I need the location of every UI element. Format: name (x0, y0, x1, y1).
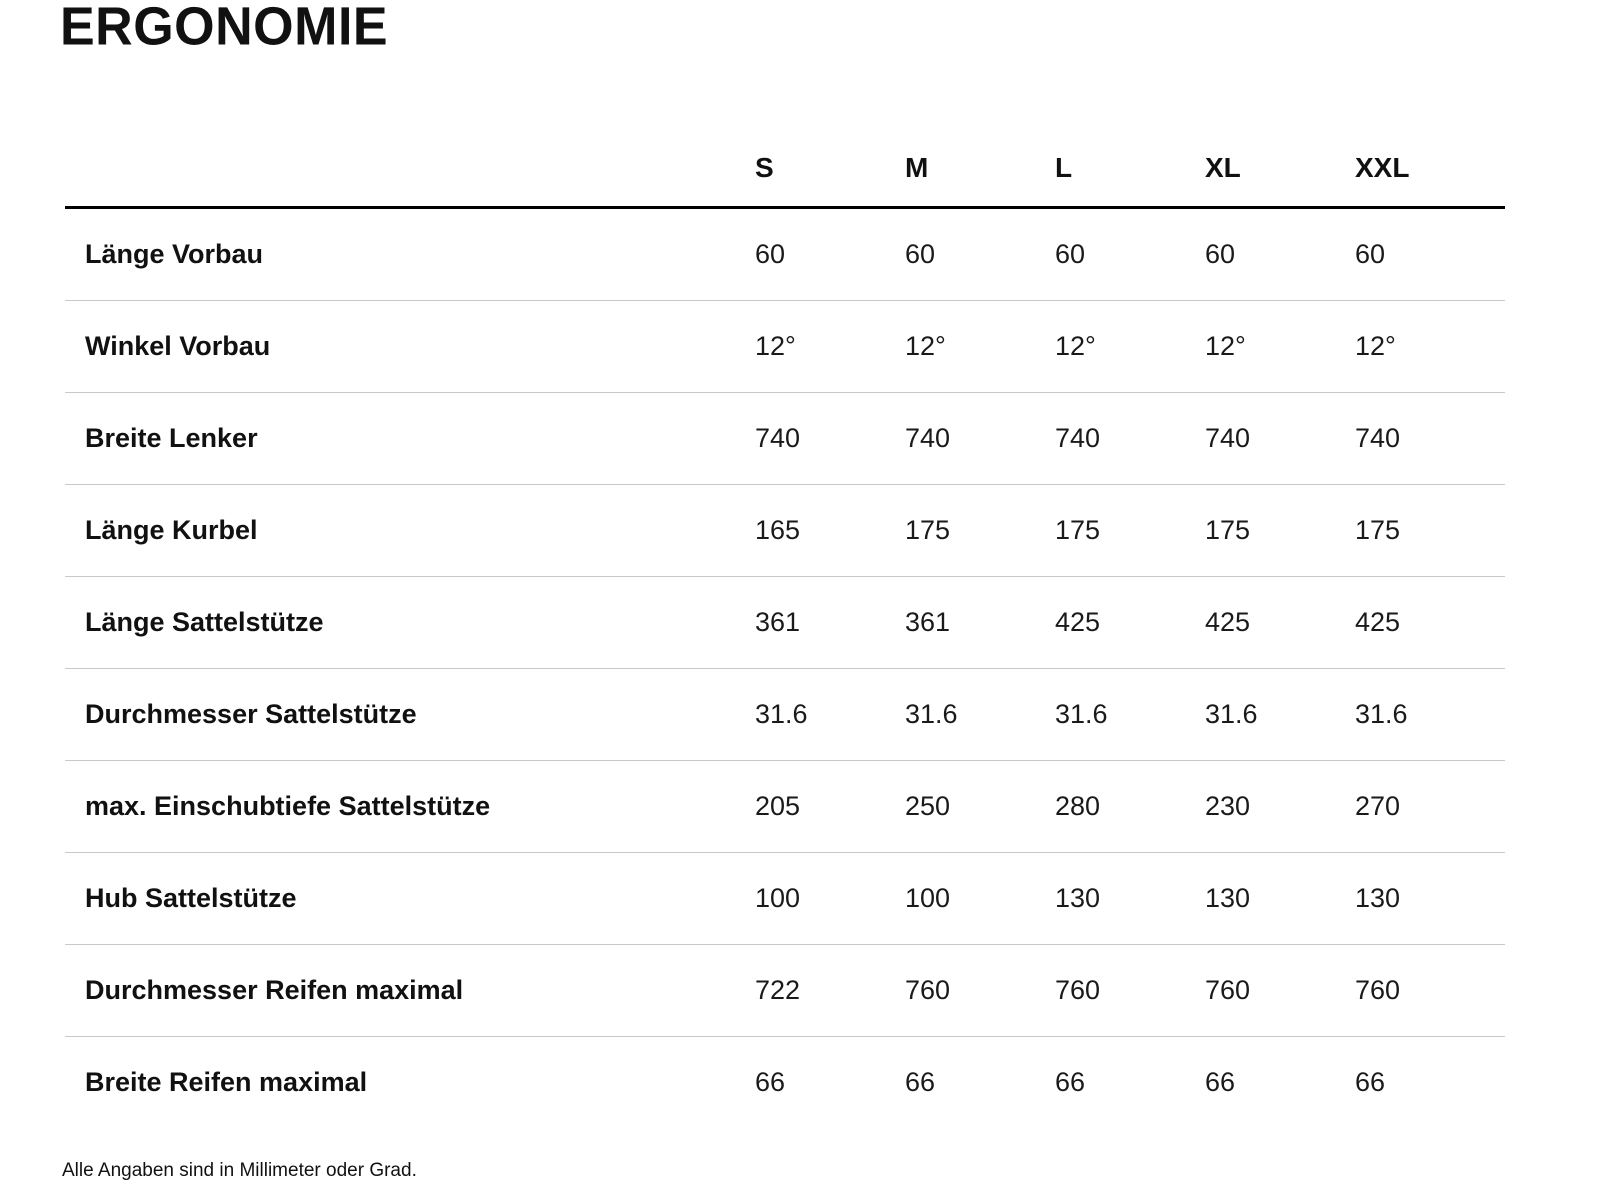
cell-value: 60 (1055, 239, 1086, 269)
cell-value: 175 (905, 515, 951, 545)
table-row: Breite Lenker 740 740 740 740 740 (65, 393, 1505, 485)
page-title: ERGONOMIE (60, 0, 389, 58)
cell-value: 66 (1355, 1067, 1386, 1097)
cell-value: 175 (1205, 515, 1251, 545)
cell-value: 130 (1205, 883, 1251, 913)
cell-value: 12° (905, 331, 946, 361)
cell-value: 740 (1355, 423, 1401, 453)
cell-value: 740 (1055, 423, 1101, 453)
row-label: Durchmesser Sattelstütze (85, 699, 417, 729)
cell-value: 66 (905, 1067, 936, 1097)
table-header-row: S M L XL XXL (65, 130, 1505, 209)
cell-value: 760 (1055, 975, 1101, 1005)
units-footnote: Alle Angaben sind in Millimeter oder Gra… (62, 1160, 417, 1181)
cell-value: 60 (755, 239, 786, 269)
cell-value: 740 (1205, 423, 1251, 453)
row-label: Länge Vorbau (85, 239, 264, 269)
cell-value: 31.6 (755, 699, 808, 729)
cell-value: 60 (905, 239, 936, 269)
cell-value: 31.6 (905, 699, 958, 729)
table-row: max. Einschubtiefe Sattelstütze 205 250 280… (65, 761, 1505, 853)
cell-value: 740 (755, 423, 801, 453)
cell-value: 425 (1355, 607, 1401, 637)
table-row: Länge Kurbel 165 175 175 175 175 (65, 485, 1505, 577)
row-label: Breite Reifen maximal (85, 1067, 368, 1097)
cell-value: 760 (1205, 975, 1251, 1005)
cell-value: 60 (1355, 239, 1386, 269)
row-label: Hub Sattelstütze (85, 883, 297, 913)
cell-value: 66 (1205, 1067, 1236, 1097)
cell-value: 270 (1355, 791, 1401, 821)
row-label: Länge Sattelstütze (85, 607, 324, 637)
cell-value: 361 (905, 607, 951, 637)
cell-value: 12° (1205, 331, 1246, 361)
column-header-xxl: XXL (1355, 152, 1410, 183)
row-label: Durchmesser Reifen maximal (85, 975, 464, 1005)
cell-value: 100 (905, 883, 951, 913)
cell-value: 31.6 (1205, 699, 1258, 729)
cell-value: 12° (1355, 331, 1396, 361)
cell-value: 66 (1055, 1067, 1086, 1097)
cell-value: 12° (1055, 331, 1096, 361)
cell-value: 230 (1205, 791, 1251, 821)
cell-value: 130 (1355, 883, 1401, 913)
cell-value: 66 (755, 1067, 786, 1097)
table-row: Durchmesser Sattelstütze 31.6 31.6 31.6 31.6… (65, 669, 1505, 761)
cell-value: 280 (1055, 791, 1101, 821)
row-label: Winkel Vorbau (85, 331, 271, 361)
cell-value: 165 (755, 515, 801, 545)
cell-value: 31.6 (1355, 699, 1408, 729)
cell-value: 100 (755, 883, 801, 913)
column-header-xl: XL (1205, 152, 1241, 183)
cell-value: 175 (1355, 515, 1401, 545)
table-row: Länge Sattelstütze 361 361 425 425 425 (65, 577, 1505, 669)
table-row: Breite Reifen maximal 66 66 66 66 66 (65, 1037, 1505, 1128)
table-body: Länge Vorbau 60 60 60 60 60 Winkel Vorbau 12° 12… (65, 209, 1505, 1128)
table-row: Durchmesser Reifen maximal 722 760 760 760 76… (65, 945, 1505, 1037)
row-label: max. Einschubtiefe Sattelstütze (85, 791, 491, 821)
cell-value: 361 (755, 607, 801, 637)
column-header-s: S (755, 152, 774, 183)
row-label: Breite Lenker (85, 423, 258, 453)
column-header-l: L (1055, 152, 1073, 183)
cell-value: 12° (755, 331, 796, 361)
cell-value: 60 (1205, 239, 1236, 269)
cell-value: 205 (755, 791, 801, 821)
cell-value: 740 (905, 423, 951, 453)
cell-value: 722 (755, 975, 801, 1005)
cell-value: 760 (905, 975, 951, 1005)
cell-value: 425 (1055, 607, 1101, 637)
ergonomics-table: S M L XL XXL Länge Vorbau 60 60 60 60 60 Winkel Vo… (65, 130, 1505, 1128)
cell-value: 130 (1055, 883, 1101, 913)
cell-value: 425 (1205, 607, 1251, 637)
table-row: Hub Sattelstütze 100 100 130 130 130 (65, 853, 1505, 945)
column-header-m: M (905, 152, 929, 183)
table-row: Länge Vorbau 60 60 60 60 60 (65, 209, 1505, 301)
row-label: Länge Kurbel (85, 515, 258, 545)
cell-value: 175 (1055, 515, 1101, 545)
cell-value: 31.6 (1055, 699, 1108, 729)
cell-value: 760 (1355, 975, 1401, 1005)
cell-value: 250 (905, 791, 951, 821)
table-row: Winkel Vorbau 12° 12° 12° 12° 12° (65, 301, 1505, 393)
